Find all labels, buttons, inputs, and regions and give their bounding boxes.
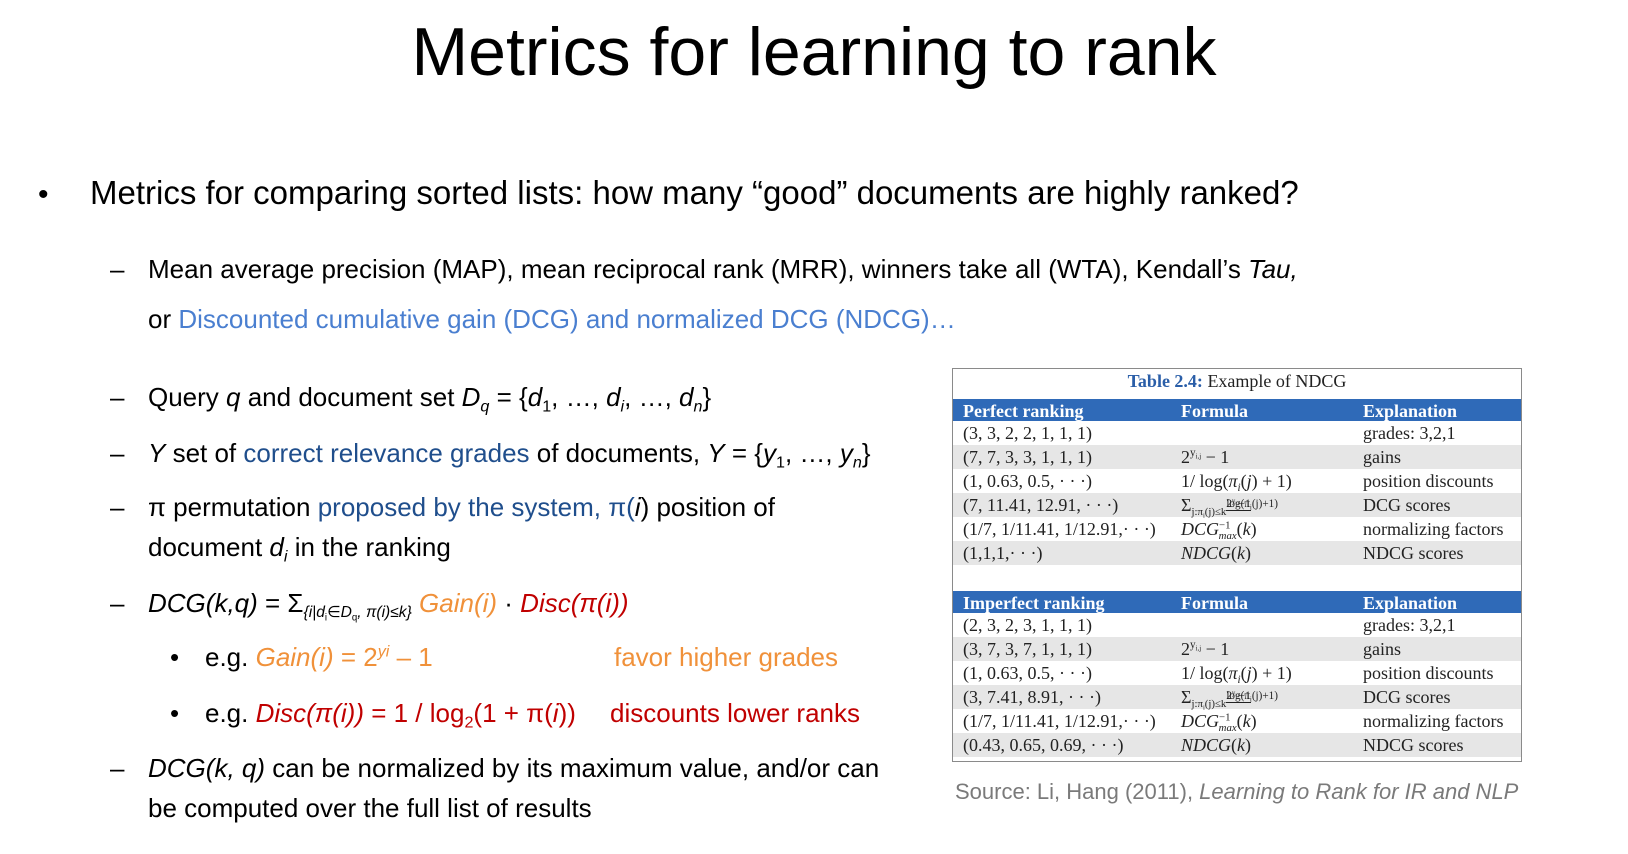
table-row: (1/7, 1/11.41, 1/12.91,· · ·) DCG−1max(k)… <box>953 517 1521 542</box>
metrics-line-2: or Discounted cumulative gain (DCG) and … <box>148 304 956 334</box>
sub-bullet-dot: • <box>170 642 180 672</box>
table-row: (3, 7, 3, 7, 1, 1, 1) 2yi,j − 1 gains <box>953 637 1521 661</box>
sub-bullet-dot: • <box>170 698 180 728</box>
disc-example: e.g. Disc(π(i)) = 1 / log2(1 + π(i)) <box>205 698 576 732</box>
ndcg-table: Table 2.4: Example of NDCG Perfect ranki… <box>952 368 1522 762</box>
table-header: Perfect ranking Formula Explanation <box>953 399 1521 421</box>
table-row: (1/7, 1/11.41, 1/12.91,· · ·) DCG−1max(k)… <box>953 709 1521 734</box>
dash: – <box>110 753 125 783</box>
normalization-line-2: be computed over the full list of result… <box>148 793 592 823</box>
table-row: (3, 3, 2, 2, 1, 1, 1) grades: 3,2,1 <box>953 421 1521 445</box>
cell-explanation: position discounts <box>1363 471 1494 491</box>
table-row: (0.43, 0.65, 0.69, · · ·) NDCG(k) NDCG sco… <box>953 733 1521 757</box>
gain-note: favor higher grades <box>614 642 839 672</box>
table-row: (3, 7.41, 8.91, · · ·) Σj:πi(j)≤k 2yi,j−1… <box>953 685 1521 712</box>
cell-ranking: (1, 0.63, 0.5, · · ·) <box>963 471 1092 491</box>
cell-explanation: gains <box>1363 447 1401 467</box>
cell-explanation: NDCG scores <box>1363 735 1464 755</box>
cell-ranking: (0.43, 0.65, 0.69, · · ·) <box>963 735 1124 755</box>
disc-note: discounts lower ranks <box>610 698 860 728</box>
table-row: (1, 0.63, 0.5, · · ·) 1/ log(πi(j) + 1) po… <box>953 661 1521 686</box>
cell-formula: NDCG(k) <box>1181 735 1252 755</box>
cell-ranking: (1,1,1,· · ·) <box>963 543 1043 563</box>
cell-ranking: (7, 11.41, 12.91, · · ·) <box>963 495 1119 515</box>
cell-explanation: normalizing factors <box>1363 519 1504 539</box>
cell-explanation: gains <box>1363 639 1401 659</box>
dash: – <box>110 588 125 618</box>
perfect-ranking-section: Perfect ranking Formula Explanation (3, … <box>953 399 1521 565</box>
dash: – <box>110 382 125 412</box>
table-row: (1,1,1,· · ·) NDCG(k) NDCG scores <box>953 541 1521 565</box>
cell-explanation: grades: 3,2,1 <box>1363 423 1456 443</box>
source-citation: Source: Li, Hang (2011), Learning to Ran… <box>955 779 1519 804</box>
page-title: Metrics for learning to rank <box>411 14 1217 90</box>
table-row: (1, 0.63, 0.5, · · ·) 1/ log(πi(j) + 1) po… <box>953 469 1521 494</box>
cell-ranking: (3, 7.41, 8.91, · · ·) <box>963 687 1101 707</box>
cell-ranking: (7, 7, 3, 3, 1, 1, 1) <box>963 447 1092 467</box>
cell-explanation: grades: 3,2,1 <box>1363 615 1456 635</box>
cell-ranking: (1/7, 1/11.41, 1/12.91,· · ·) <box>963 711 1156 731</box>
cell-ranking: (3, 7, 3, 7, 1, 1, 1) <box>963 639 1092 659</box>
cell-explanation: position discounts <box>1363 663 1494 683</box>
cell-formula: 2yi,j − 1 <box>1181 639 1230 659</box>
cell-explanation: DCG scores <box>1363 687 1451 707</box>
bullet-dot: • <box>38 178 49 211</box>
cell-formula: 1/ log(πi(j) + 1) <box>1181 663 1292 686</box>
permutation-line: π permutation proposed by the system, π(… <box>148 492 775 522</box>
cell-formula: Σj:πi(j)≤k 2yi,j−1 log(πi(j)+1) <box>1181 495 1278 520</box>
main-bullet-text: Metrics for comparing sorted lists: how … <box>90 174 1299 211</box>
gain-example: e.g. Gain(i) = 2yi – 1 <box>205 642 433 672</box>
imperfect-ranking-section: Imperfect ranking Formula Explanation (2… <box>953 591 1521 757</box>
query-line: Query q and document set Dq = {d1, …, di… <box>148 382 712 416</box>
cell-explanation: DCG scores <box>1363 495 1451 515</box>
cell-explanation: NDCG scores <box>1363 543 1464 563</box>
table-row: (2, 3, 2, 3, 1, 1, 1) grades: 3,2,1 <box>953 613 1521 637</box>
cell-ranking: (1/7, 1/11.41, 1/12.91,· · ·) <box>963 519 1156 539</box>
dcg-definition: DCG(k,q) = Σ{i|di∈Dq, π(i)≤k} Gain(i) · … <box>148 588 629 624</box>
cell-formula: NDCG(k) <box>1181 543 1252 563</box>
cell-formula: DCG−1max(k) <box>1181 519 1257 542</box>
cell-formula: 1/ log(πi(j) + 1) <box>1181 471 1292 494</box>
table-header: Imperfect ranking Formula Explanation <box>953 591 1521 613</box>
cell-formula: DCG−1max(k) <box>1181 711 1257 734</box>
cell-formula: 2yi,j − 1 <box>1181 447 1230 467</box>
dash: – <box>110 492 125 522</box>
table-row: (7, 7, 3, 3, 1, 1, 1) 2yi,j − 1 gains <box>953 445 1521 469</box>
dash: – <box>110 254 125 284</box>
cell-ranking: (1, 0.63, 0.5, · · ·) <box>963 663 1092 683</box>
table-row: (7, 11.41, 12.91, · · ·) Σj:πi(j)≤k 2yi,j… <box>953 493 1521 520</box>
cell-formula: Σj:πi(j)≤k 2yi,j−1 log(πi(j)+1) <box>1181 687 1278 712</box>
metrics-line-1: Mean average precision (MAP), mean recip… <box>148 254 1298 284</box>
cell-ranking: (3, 3, 2, 2, 1, 1, 1) <box>963 423 1092 443</box>
relevance-grades-line: Y set of correct relevance grades of doc… <box>148 438 871 472</box>
normalization-line: DCG(k, q) can be normalized by its maxim… <box>148 753 880 783</box>
permutation-line-2: document di in the ranking <box>148 532 451 566</box>
cell-ranking: (2, 3, 2, 3, 1, 1, 1) <box>963 615 1092 635</box>
table-caption: Table 2.4: Example of NDCG <box>1127 371 1347 391</box>
dash: – <box>110 438 125 468</box>
cell-explanation: normalizing factors <box>1363 711 1504 731</box>
